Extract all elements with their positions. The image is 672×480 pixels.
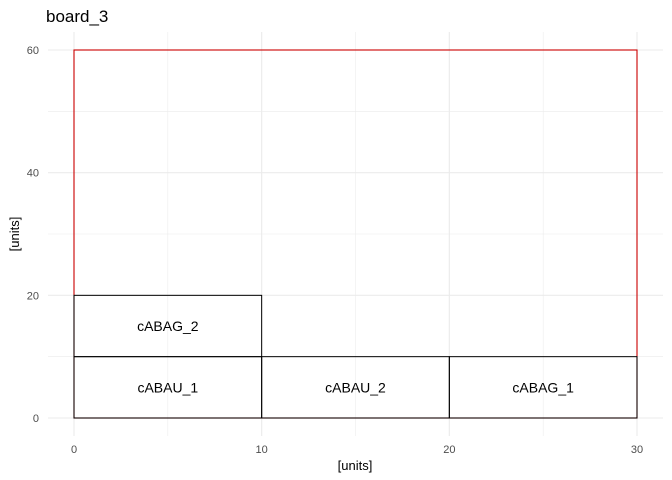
piece-label: cABAU_2 xyxy=(325,379,386,395)
y-tick-label: 40 xyxy=(27,168,39,180)
piece-label: cABAG_1 xyxy=(512,379,574,395)
chart-title: board_3 xyxy=(46,7,108,26)
grid-lines xyxy=(48,32,663,436)
y-tick-label: 60 xyxy=(27,45,39,57)
chart-marks: cABAG_2 cABAU_1 cABAU_2 cABAG_1 xyxy=(73,49,638,419)
piece-rect xyxy=(448,356,638,419)
x-axis-label: [units] xyxy=(338,458,373,473)
y-axis-label: [units] xyxy=(7,217,22,252)
axis-ticks: 0 10 20 30 0 20 40 60 xyxy=(27,45,643,456)
x-tick-label: 20 xyxy=(443,444,455,456)
x-tick-label: 10 xyxy=(256,444,268,456)
x-tick-label: 0 xyxy=(71,444,77,456)
x-tick-label: 30 xyxy=(631,444,643,456)
y-tick-label: 20 xyxy=(27,290,39,302)
piece-label: cABAG_2 xyxy=(137,318,199,334)
piece-label: cABAU_1 xyxy=(137,379,198,395)
y-tick-label: 0 xyxy=(33,413,39,425)
